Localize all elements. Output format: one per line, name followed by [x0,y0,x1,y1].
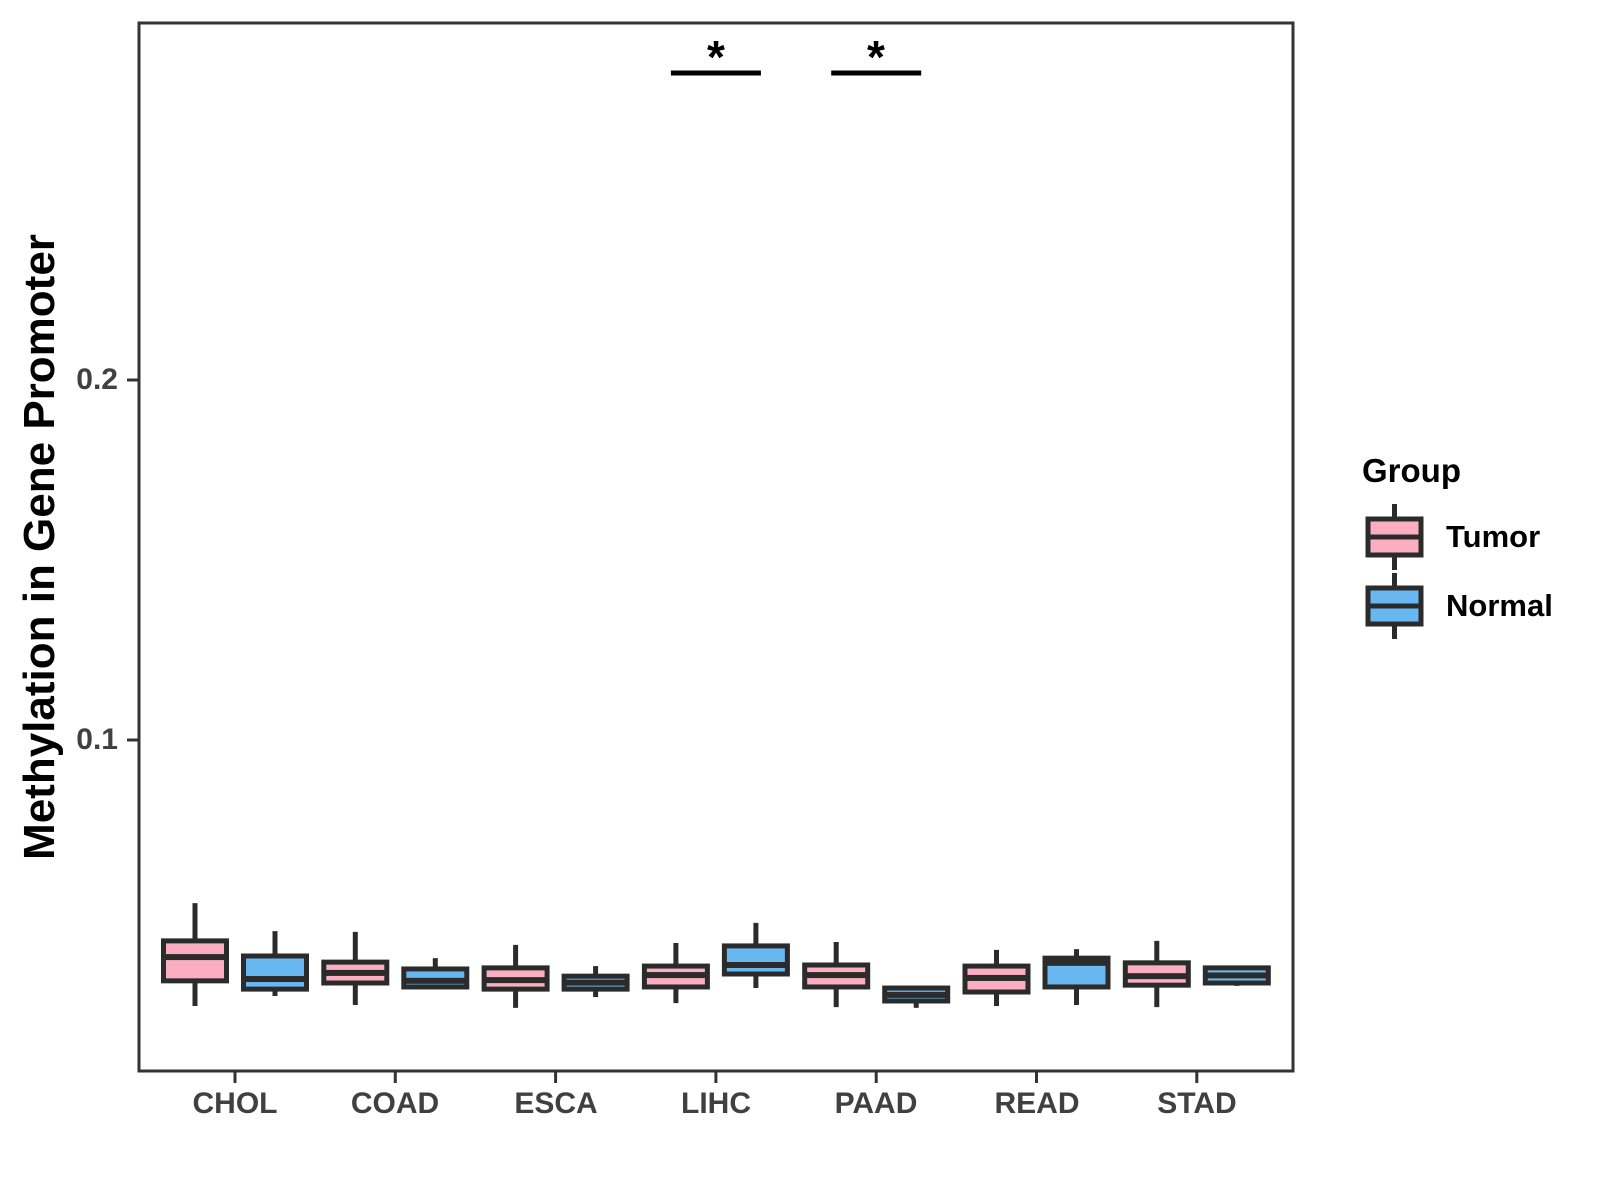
median-paad-tumor [806,972,866,979]
legend-title: Group [1362,452,1461,489]
legend-label-normal: Normal [1446,588,1553,623]
box-chol-normal [241,953,309,992]
median-read-tumor [967,974,1026,981]
legend-label-tumor: Tumor [1446,519,1541,554]
median-esca-normal [566,979,626,986]
median-coad-normal [405,977,465,984]
significance-asterisk-paad: * [867,31,885,83]
x-tick-label-chol: CHOL [192,1087,278,1120]
median-chol-tumor [165,954,225,961]
panel-border [137,21,1295,1073]
y-tick-label-0-2: 0.2 [76,363,118,396]
median-chol-normal [245,976,305,983]
median-lihc-tumor [646,972,706,979]
x-tick-label-read: READ [994,1087,1080,1120]
box-chol-tumor [161,938,229,984]
y-tick-label-0-1: 0.1 [76,723,118,756]
x-tick-label-paad: PAAD [834,1087,918,1120]
median-paad-normal [886,991,946,998]
legend-key-median-tumor [1370,534,1419,540]
x-tick-label-stad: STAD [1157,1087,1237,1120]
median-stad-tumor [1127,973,1187,980]
median-coad-tumor [325,969,385,976]
median-esca-tumor [486,977,546,984]
legend-key-median-normal [1370,603,1419,609]
median-read-normal [1047,959,1106,966]
x-tick-label-esca: ESCA [514,1087,598,1120]
box-lihc-normal [721,943,790,977]
x-tick-label-lihc: LIHC [681,1087,751,1120]
y-axis-title: Methylation in Gene Promoter [15,234,64,860]
significance-asterisk-lihc: * [707,31,725,83]
median-stad-normal [1207,972,1267,979]
median-lihc-normal [726,962,786,968]
x-tick-label-coad: COAD [350,1087,440,1120]
